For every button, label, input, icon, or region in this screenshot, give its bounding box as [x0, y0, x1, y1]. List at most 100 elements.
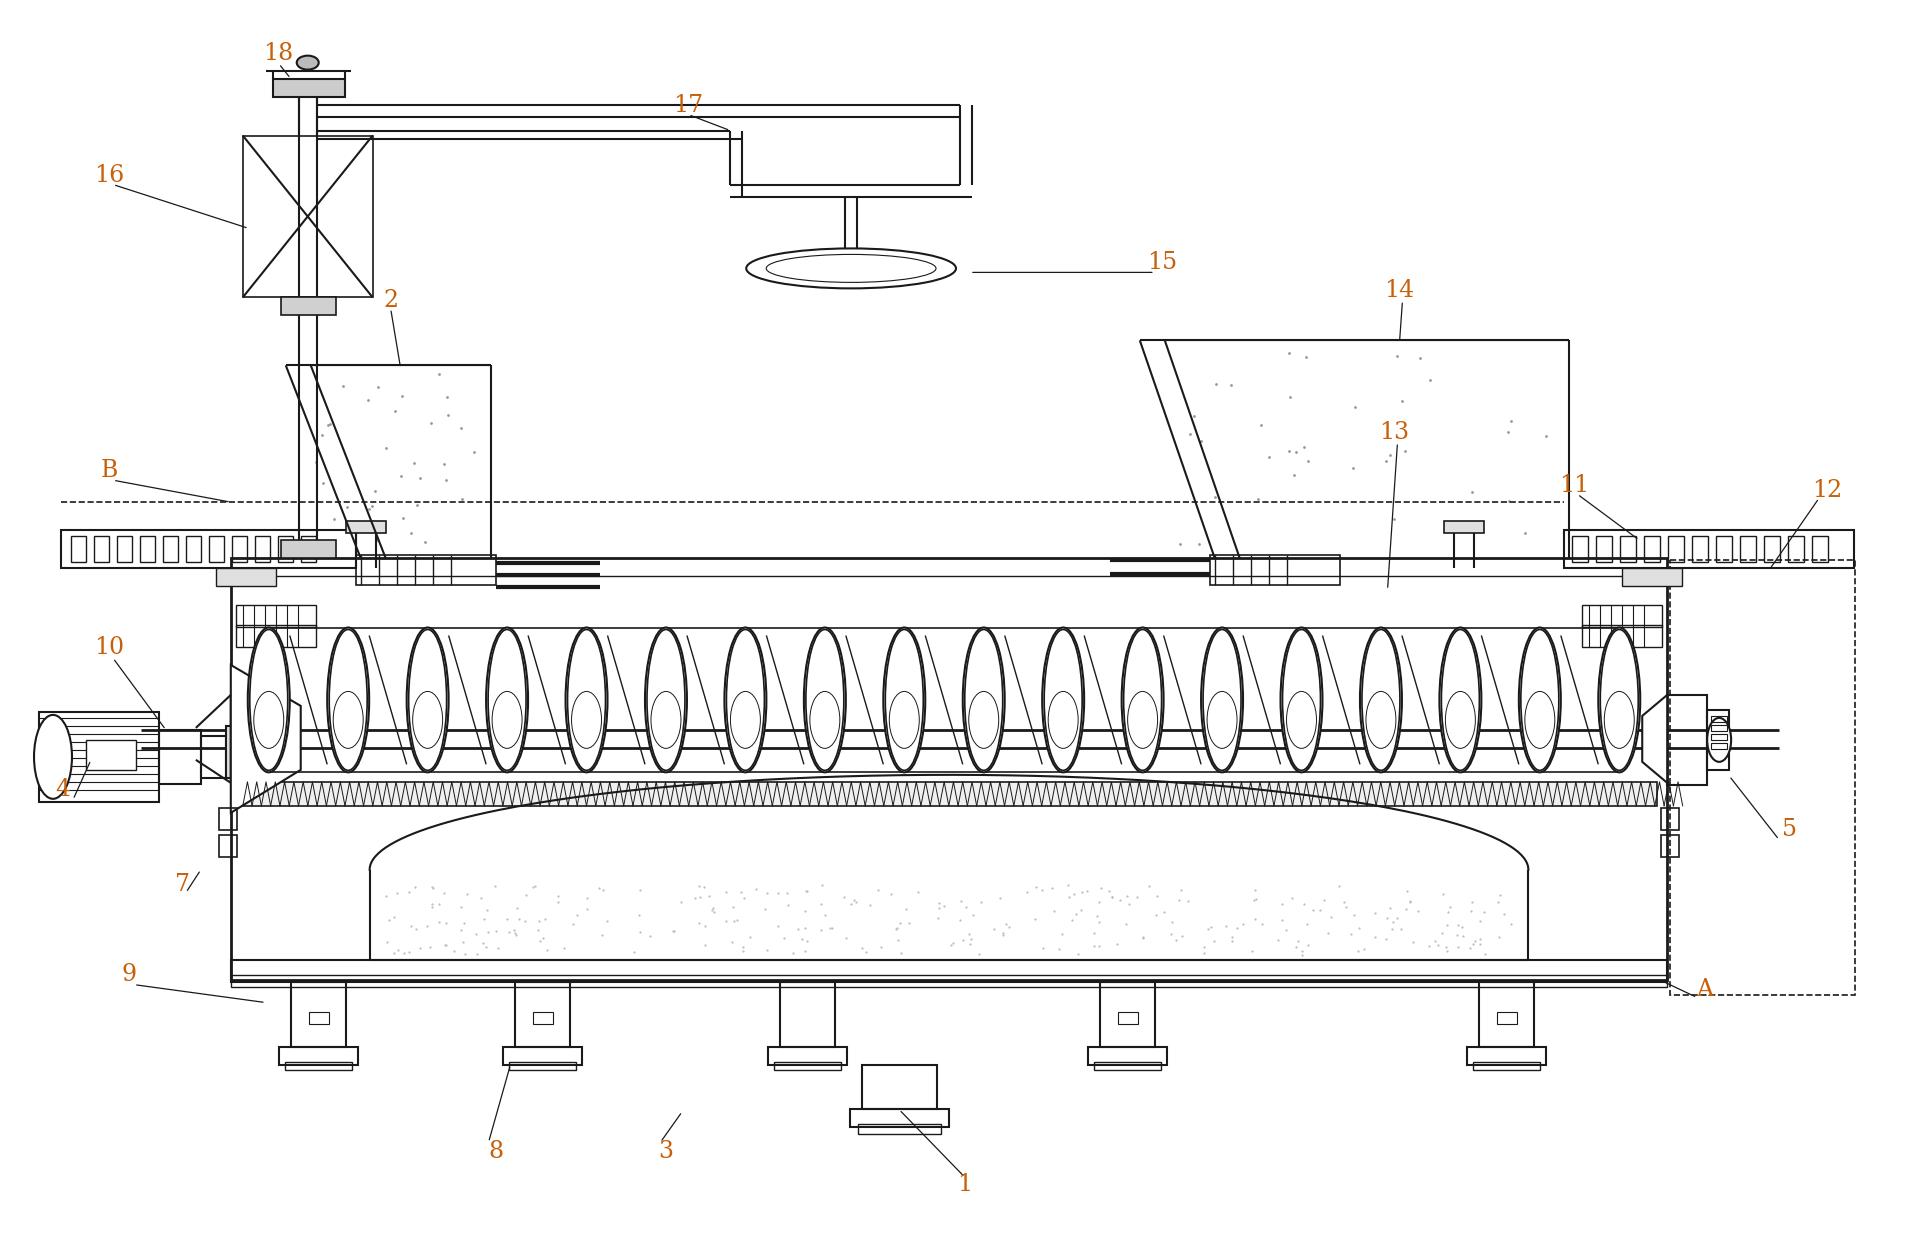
Bar: [1667, 694, 1707, 785]
Ellipse shape: [1439, 628, 1481, 772]
Bar: [1583, 625, 1663, 647]
Bar: [1661, 835, 1680, 857]
Ellipse shape: [1521, 629, 1560, 770]
Bar: [1812, 536, 1829, 562]
Bar: [237, 605, 315, 626]
Text: 16: 16: [94, 164, 124, 187]
Text: 17: 17: [674, 94, 703, 117]
Ellipse shape: [1359, 628, 1401, 772]
Bar: [309, 1011, 328, 1024]
Text: 18: 18: [263, 42, 294, 65]
Ellipse shape: [1283, 629, 1321, 770]
Ellipse shape: [766, 254, 935, 282]
Bar: [61, 530, 355, 569]
Bar: [1710, 743, 1728, 749]
Bar: [242, 136, 372, 297]
Bar: [1583, 605, 1663, 626]
Ellipse shape: [1707, 718, 1731, 762]
Bar: [1474, 1062, 1541, 1069]
Text: 13: 13: [1380, 420, 1409, 444]
Ellipse shape: [964, 629, 1002, 770]
Bar: [1661, 808, 1680, 830]
Bar: [1741, 536, 1756, 562]
Bar: [863, 1064, 937, 1110]
Ellipse shape: [328, 629, 367, 770]
Ellipse shape: [296, 55, 319, 69]
Bar: [158, 730, 200, 784]
Ellipse shape: [487, 628, 529, 772]
Ellipse shape: [1361, 629, 1399, 770]
Bar: [1710, 733, 1728, 740]
Text: 4: 4: [55, 779, 71, 801]
Bar: [290, 981, 346, 1047]
Bar: [1621, 536, 1636, 562]
Bar: [231, 960, 1667, 981]
Ellipse shape: [727, 629, 764, 770]
Ellipse shape: [962, 628, 1004, 772]
Bar: [279, 1047, 357, 1064]
Bar: [1707, 710, 1730, 770]
Bar: [162, 536, 178, 562]
Ellipse shape: [724, 628, 766, 772]
Bar: [1644, 536, 1661, 562]
Bar: [1710, 716, 1728, 722]
Bar: [1497, 1011, 1518, 1024]
Bar: [254, 536, 269, 562]
Text: 2: 2: [384, 289, 399, 312]
Bar: [231, 536, 246, 562]
Text: 11: 11: [1560, 474, 1590, 497]
Text: 10: 10: [94, 637, 124, 659]
Bar: [237, 625, 315, 647]
Bar: [281, 297, 336, 316]
Ellipse shape: [806, 629, 844, 770]
Bar: [208, 536, 223, 562]
Bar: [1789, 536, 1804, 562]
Text: 12: 12: [1812, 478, 1842, 502]
Bar: [38, 712, 158, 801]
Ellipse shape: [645, 628, 687, 772]
Bar: [273, 78, 346, 97]
Ellipse shape: [489, 629, 527, 770]
Bar: [231, 559, 1667, 980]
Bar: [1479, 981, 1535, 1047]
Bar: [116, 536, 132, 562]
Bar: [94, 536, 109, 562]
Ellipse shape: [746, 248, 956, 288]
Bar: [510, 1062, 577, 1069]
Bar: [1094, 1062, 1161, 1069]
Ellipse shape: [1520, 628, 1562, 772]
Bar: [225, 726, 233, 777]
Ellipse shape: [1203, 629, 1241, 770]
Ellipse shape: [1441, 629, 1479, 770]
Bar: [231, 975, 1667, 986]
Ellipse shape: [409, 629, 447, 770]
Bar: [1670, 560, 1856, 995]
Bar: [1573, 536, 1588, 562]
Ellipse shape: [407, 628, 449, 772]
Polygon shape: [1642, 694, 1667, 782]
Ellipse shape: [1124, 629, 1161, 770]
Bar: [200, 736, 225, 777]
Ellipse shape: [1598, 628, 1640, 772]
Ellipse shape: [804, 628, 846, 772]
Bar: [220, 835, 237, 857]
Text: 5: 5: [1781, 818, 1796, 842]
Ellipse shape: [1600, 629, 1638, 770]
Bar: [216, 569, 275, 586]
Text: 7: 7: [176, 873, 191, 896]
Bar: [1716, 536, 1731, 562]
Ellipse shape: [1122, 628, 1164, 772]
Bar: [86, 740, 136, 770]
Bar: [302, 536, 315, 562]
Bar: [1764, 536, 1779, 562]
Ellipse shape: [1281, 628, 1323, 772]
Ellipse shape: [248, 628, 290, 772]
Bar: [781, 981, 834, 1047]
Ellipse shape: [326, 628, 368, 772]
Bar: [1100, 981, 1155, 1047]
Bar: [515, 981, 571, 1047]
Bar: [185, 536, 200, 562]
Bar: [859, 1125, 941, 1135]
Bar: [850, 1110, 949, 1127]
Bar: [1710, 725, 1728, 731]
